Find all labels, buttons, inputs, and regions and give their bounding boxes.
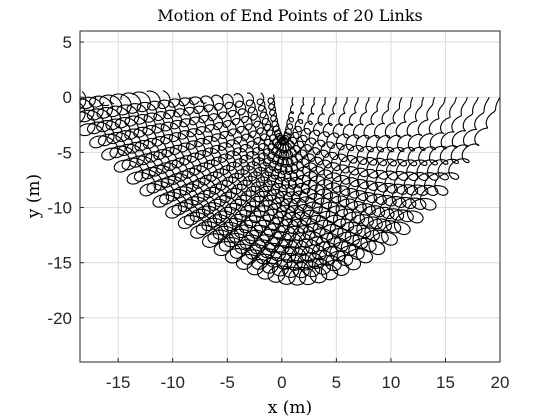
trajectory-line [79,96,479,271]
y-axis-label: y (m) [24,174,44,219]
y-tick-label: 5 [63,33,72,52]
trajectory-line [88,95,468,264]
x-tick-label: -10 [160,373,185,392]
x-tick-label: -15 [106,373,131,392]
y-tick-label: -5 [57,143,72,162]
trajectory-line [256,92,305,153]
trajectory-line [109,93,447,249]
x-tick-label: 10 [381,373,400,392]
chart-title: Motion of End Points of 20 Links [157,6,422,25]
x-axis-label: x (m) [268,398,312,418]
x-tick-label: 15 [436,373,455,392]
trajectory-line [233,93,327,168]
trajectory-line [211,94,348,183]
x-axis-ticks: -15 -10 -5 0 5 10 15 20 [106,358,510,392]
x-tick-label: 5 [332,373,341,392]
x-tick-label: 0 [277,373,286,392]
trajectory-line [178,97,381,205]
y-tick-label: -15 [47,254,72,273]
x-tick-label: 20 [491,373,510,392]
trajectory-line [79,88,501,286]
trajectory-line [267,94,294,146]
plot-area-border [79,30,501,363]
y-tick-label: -10 [47,199,72,218]
x-tick-label: -5 [220,373,235,392]
y-axis-ticks: 5 0 -5 -10 -15 -20 [47,33,84,328]
trajectories [79,88,501,286]
y-tick-label: 0 [63,88,72,107]
trajectory-line [200,95,359,190]
trajectory-line [146,90,414,227]
y-tick-label: -20 [47,309,72,328]
trajectory-line [120,92,436,242]
